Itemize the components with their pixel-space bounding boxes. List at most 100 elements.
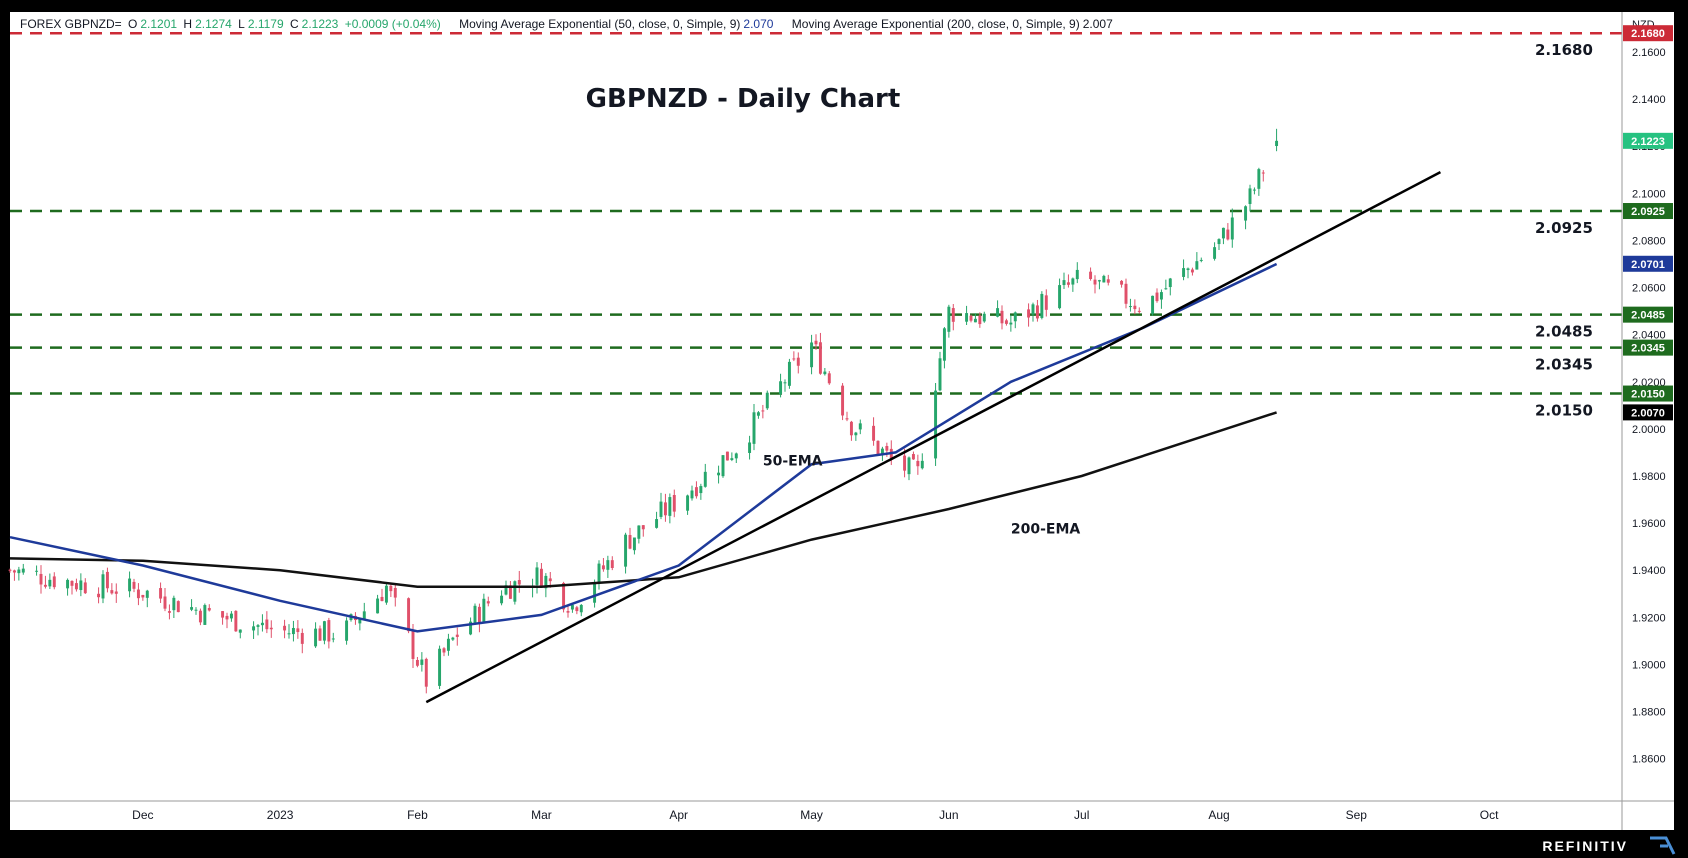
- candle-body: [562, 582, 566, 610]
- candle-body: [942, 328, 946, 361]
- candle-body: [1013, 312, 1017, 322]
- candle-body: [734, 453, 738, 459]
- chart-background: [10, 12, 1674, 830]
- candle-body: [407, 598, 411, 632]
- indicator-lines: [9, 171, 1442, 704]
- candle-body: [424, 658, 428, 687]
- candle-body: [114, 591, 118, 594]
- price-tick-label: 2.1600: [1632, 47, 1666, 59]
- candle-body: [1186, 268, 1190, 271]
- candle-body: [845, 418, 849, 420]
- candle-body: [1155, 292, 1159, 302]
- ema200-legend[interactable]: Moving Average Exponential (200, close, …: [791, 17, 1080, 31]
- candle-body: [1190, 269, 1194, 273]
- candle-body: [818, 342, 822, 374]
- candle-body: [110, 590, 114, 594]
- price-axis[interactable]: 2.16002.14002.12002.10002.08002.06002.04…: [1632, 47, 1666, 766]
- ema50-legend[interactable]: Moving Average Exponential (50, close, 0…: [459, 17, 741, 31]
- candle-body: [920, 460, 924, 469]
- candle-body: [1217, 239, 1221, 245]
- candle-body: [1075, 269, 1079, 280]
- candle-body: [1004, 320, 1008, 324]
- candle-body: [203, 605, 207, 625]
- brand-logo-icon: [1650, 836, 1676, 855]
- price-tick-label: 1.9000: [1632, 659, 1666, 671]
- change-value: +0.0009 (+0.04%): [344, 17, 441, 31]
- candle-body: [761, 410, 765, 412]
- candle-body: [1137, 310, 1141, 312]
- level-label: 2.0345: [1535, 356, 1593, 374]
- high-label: H: [183, 17, 193, 31]
- candle-body: [486, 601, 490, 604]
- candle-body: [1244, 206, 1248, 221]
- candle-body: [17, 569, 21, 574]
- candle-body: [12, 570, 16, 573]
- candle-body: [1257, 169, 1261, 189]
- candle-body: [947, 306, 951, 332]
- candle-body: [97, 593, 101, 598]
- candle-body: [376, 598, 380, 614]
- candle-body: [1164, 288, 1168, 290]
- time-tick-label: Jun: [939, 808, 958, 822]
- price-tick-label: 2.0000: [1632, 424, 1666, 436]
- candle-body: [849, 421, 853, 436]
- candle-body: [229, 613, 233, 619]
- price-tick-label: 1.8600: [1632, 754, 1666, 766]
- candle-body: [345, 620, 349, 641]
- candle-body: [362, 611, 366, 619]
- price-tag-label: 2.0485: [1631, 310, 1665, 322]
- candle-body: [814, 340, 818, 345]
- candle-body: [1226, 229, 1230, 240]
- candle-body: [659, 501, 663, 517]
- candle-body: [570, 604, 574, 610]
- candle-body: [136, 589, 140, 599]
- candle-body: [1062, 280, 1066, 286]
- price-tag-label: 2.1223: [1631, 136, 1665, 148]
- candle-body: [655, 519, 659, 528]
- candle-body: [1089, 271, 1093, 280]
- candle-body: [1182, 268, 1186, 277]
- price-tick-label: 1.9600: [1632, 518, 1666, 530]
- candle-body: [982, 313, 986, 322]
- candle-body: [783, 382, 787, 384]
- price-tags: 2.1680 2.1223 2.0925 2.0701 2.0485 2.0345 2.01…: [1623, 25, 1673, 421]
- price-tag: [1623, 132, 1673, 149]
- candle-body: [469, 621, 473, 635]
- candle-body: [686, 495, 690, 511]
- candle-body: [876, 440, 880, 455]
- candle-body: [517, 580, 521, 585]
- candle-body: [1035, 305, 1039, 319]
- candle-body: [827, 373, 831, 384]
- level-label: 2.0150: [1535, 402, 1593, 420]
- price-tag: [1623, 339, 1673, 356]
- candle-body: [601, 565, 605, 570]
- level-label: 2.1680: [1535, 41, 1593, 59]
- candle-body: [190, 607, 194, 610]
- candle-body: [1106, 279, 1110, 283]
- price-tick-label: 1.8800: [1632, 707, 1666, 719]
- candle-body: [1252, 189, 1256, 191]
- candle-body: [269, 627, 273, 630]
- candle-body: [1213, 247, 1217, 259]
- candle-body: [1199, 259, 1203, 261]
- candle-body: [128, 578, 132, 592]
- candle-body: [978, 315, 982, 325]
- candle-body: [318, 628, 322, 641]
- candle-body: [951, 308, 955, 322]
- candle-body: [1040, 293, 1044, 318]
- level-label: 2.0485: [1535, 323, 1593, 341]
- candle-body: [504, 585, 508, 595]
- price-tag-label: 2.0070: [1631, 407, 1665, 419]
- candle-body: [411, 629, 415, 659]
- candle-body: [579, 604, 583, 613]
- candle-body: [322, 621, 326, 641]
- time-axis[interactable]: Dec 2023 Feb Mar Apr May Jun Jul Aug Sep Oct: [132, 808, 1499, 822]
- candle-body: [854, 432, 858, 436]
- symbol-label[interactable]: FOREX GBPNZD=: [20, 17, 122, 31]
- ema50-line: [9, 262, 1278, 633]
- candle-body: [159, 588, 163, 599]
- candle-body: [283, 625, 287, 631]
- candle-body: [1133, 305, 1137, 310]
